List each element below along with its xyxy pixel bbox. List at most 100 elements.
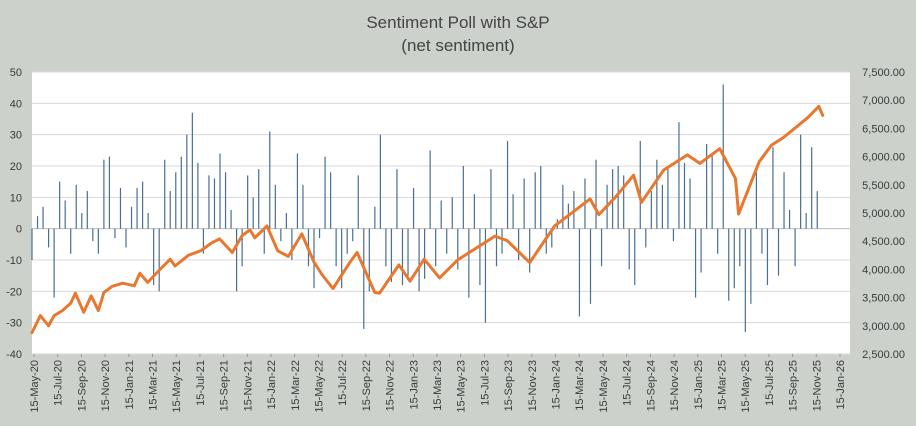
sentiment-bar	[639, 140, 641, 229]
sentiment-bar	[600, 228, 603, 267]
x-tick-label: 15-Nov-21	[242, 360, 254, 411]
x-tick-label: 15-Mar-22	[290, 360, 302, 411]
x-tick-label: 15-Nov-20	[100, 360, 112, 411]
y-left-tick-label: 10	[10, 192, 22, 204]
sentiment-bar	[540, 166, 542, 229]
sentiment-bar	[479, 228, 481, 286]
sentiment-bar	[346, 228, 348, 254]
sentiment-bar	[64, 200, 66, 229]
sentiment-bar	[59, 181, 61, 229]
x-tick-label: 15-Jan-25	[693, 360, 705, 410]
sentiment-bar	[70, 228, 72, 254]
x-tick-label: 15-Jan-23	[408, 360, 420, 410]
x-tick-label: 15-Sep-23	[503, 360, 515, 411]
sentiment-bar	[750, 228, 752, 304]
sentiment-bar	[805, 213, 807, 229]
y-right-tick-label: 4,500.00	[862, 236, 905, 248]
sentiment-bar	[114, 228, 116, 239]
sentiment-bar	[368, 228, 370, 292]
x-tick-label: 15-May-24	[598, 360, 610, 413]
sentiment-bar	[36, 216, 39, 229]
sentiment-bar	[385, 228, 387, 267]
sentiment-bar	[224, 172, 227, 229]
sentiment-bar	[578, 228, 581, 317]
sentiment-bar	[711, 153, 713, 229]
sentiment-bar	[634, 228, 636, 286]
sentiment-bar	[263, 228, 265, 254]
sentiment-bar	[153, 228, 155, 286]
sentiment-bar	[341, 228, 343, 289]
sentiment-bar	[562, 184, 564, 229]
x-tick-label: 15-Sep-20	[76, 360, 88, 411]
sentiment-bar	[47, 228, 50, 248]
x-tick-label: 15-Jan-21	[124, 360, 136, 410]
sentiment-bar	[755, 172, 757, 229]
x-tick-label: 15-Mar-25	[716, 360, 728, 411]
sentiment-bar	[617, 166, 619, 229]
sentiment-bar	[551, 228, 553, 248]
sentiment-bar	[440, 200, 442, 229]
sentiment-bar	[429, 150, 431, 229]
sentiment-bar	[800, 134, 802, 229]
sentiment-bar	[247, 175, 249, 229]
sentiment-bar	[412, 187, 415, 229]
sentiment-bar	[512, 194, 514, 229]
sentiment-bar	[125, 228, 127, 248]
sentiment-bar	[130, 206, 133, 229]
sentiment-bar	[683, 162, 686, 229]
y-left-tick-label: -30	[6, 318, 22, 330]
sentiment-bar	[180, 156, 182, 229]
sentiment-bar	[424, 228, 426, 279]
y-left-tick-label: -10	[6, 255, 22, 267]
sentiment-bar	[208, 175, 210, 229]
x-tick-label: 15-May-21	[171, 360, 183, 413]
sentiment-bar	[86, 191, 88, 229]
sentiment-bar	[274, 184, 276, 229]
chart-title: Sentiment Poll with S&P	[366, 13, 549, 32]
sentiment-bar	[252, 197, 254, 229]
sentiment-bar	[407, 228, 409, 276]
sentiment-bar	[53, 228, 55, 298]
x-tick-label: 15-May-23	[456, 360, 468, 413]
x-tick-label: 15-Nov-22	[385, 360, 397, 411]
sentiment-bar	[213, 178, 216, 229]
x-tick-label: 15-Sep-24	[645, 360, 657, 411]
x-tick-label: 15-May-20	[29, 360, 41, 413]
sentiment-bar	[506, 140, 509, 229]
y-right-tick-label: 3,500.00	[862, 293, 905, 305]
sentiment-bar	[717, 228, 719, 254]
sentiment-bar	[667, 166, 669, 229]
sentiment-bar	[374, 206, 376, 229]
y-left-tick-label: 40	[10, 98, 22, 110]
sentiment-bar	[689, 178, 691, 229]
sentiment-bar	[656, 159, 658, 229]
sentiment-bar	[119, 187, 122, 229]
x-tick-label: 15-Jan-26	[835, 360, 847, 410]
sentiment-bar	[484, 228, 487, 323]
sentiment-bar	[534, 172, 536, 229]
sentiment-bar	[169, 191, 171, 229]
sentiment-bar	[706, 144, 708, 229]
sentiment-bar	[75, 184, 77, 229]
sentiment-bar	[202, 228, 205, 254]
x-tick-label: 15-Jul-21	[195, 360, 207, 406]
sentiment-bar	[518, 228, 520, 260]
sentiment-bar	[357, 175, 359, 229]
sentiment-bar	[396, 169, 398, 229]
y-right-tick-label: 3,000.00	[862, 321, 905, 333]
x-tick-label: 15-Jan-22	[266, 360, 278, 410]
sentiment-bar	[352, 228, 354, 242]
x-tick-label: 15-Mar-24	[574, 360, 586, 411]
sentiment-bar	[788, 209, 791, 229]
sentiment-bar	[490, 169, 492, 229]
sentiment-bar	[42, 206, 44, 229]
sentiment-bar	[390, 228, 393, 282]
x-tick-label: 15-Mar-23	[432, 360, 444, 411]
line-series-sp500	[30, 104, 825, 335]
sentiment-bar	[141, 181, 144, 229]
y-right-tick-label: 6,500.00	[862, 123, 905, 135]
x-tick-label: 15-Jul-20	[53, 360, 65, 406]
chart-subtitle: (net sentiment)	[401, 36, 514, 55]
sentiment-bar	[147, 213, 149, 229]
